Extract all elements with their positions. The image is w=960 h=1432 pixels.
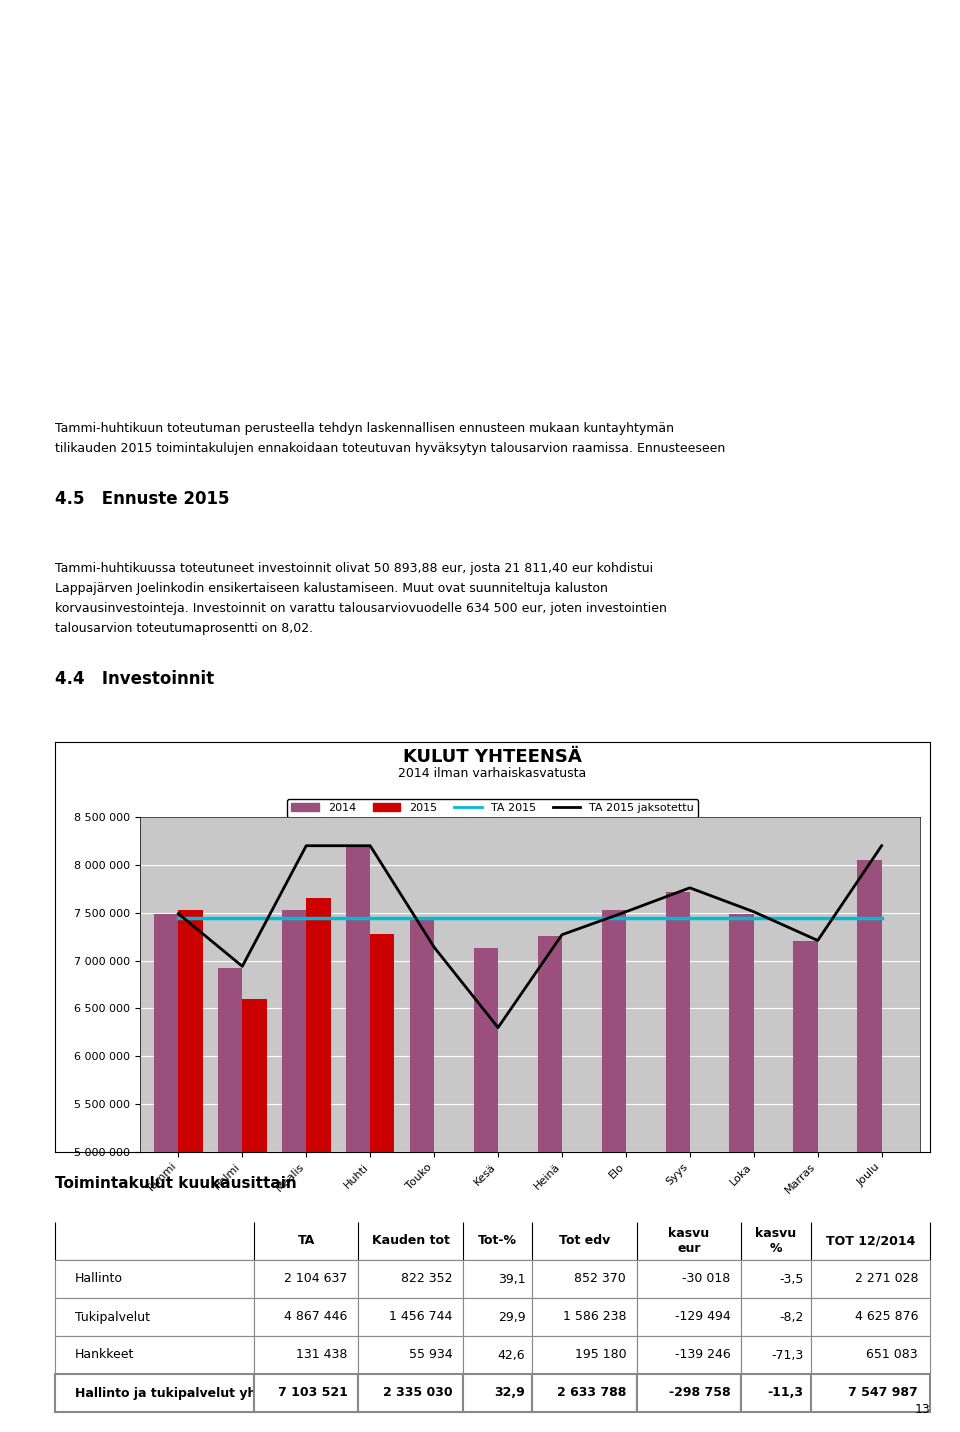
Bar bbox=[282, 909, 306, 1432]
Bar bbox=[371, 934, 395, 1432]
Text: KULUT YHTEENSÄ: KULUT YHTEENSÄ bbox=[403, 748, 582, 766]
Bar bbox=[602, 909, 626, 1432]
Legend: 2014, 2015, TA 2015, TA 2015 jaksotettu: 2014, 2015, TA 2015, TA 2015 jaksotettu bbox=[287, 799, 699, 818]
Bar bbox=[473, 948, 498, 1432]
Bar bbox=[857, 861, 881, 1432]
Bar bbox=[218, 968, 242, 1432]
Bar bbox=[793, 941, 818, 1432]
Bar bbox=[179, 909, 203, 1432]
Text: Tammi-huhtikuun toteutuman perusteella tehdyn laskennallisen ennusteen mukaan ku: Tammi-huhtikuun toteutuman perusteella t… bbox=[55, 422, 725, 455]
Text: Toimintakulut kuukausittain: Toimintakulut kuukausittain bbox=[55, 1176, 297, 1191]
Bar bbox=[538, 935, 562, 1432]
Bar bbox=[242, 1000, 267, 1432]
Text: 13: 13 bbox=[914, 1403, 930, 1416]
Bar bbox=[410, 916, 434, 1432]
Bar bbox=[154, 914, 179, 1432]
Bar bbox=[730, 914, 754, 1432]
Bar bbox=[306, 898, 330, 1432]
Text: Tammi-huhtikuussa toteutuneet investoinnit olivat 50 893,88 eur, josta 21 811,40: Tammi-huhtikuussa toteutuneet investoinn… bbox=[55, 561, 667, 634]
Text: 4.4   Investoinnit: 4.4 Investoinnit bbox=[55, 670, 214, 689]
Bar bbox=[665, 892, 690, 1432]
Bar bbox=[346, 846, 371, 1432]
Text: 4.5   Ennuste 2015: 4.5 Ennuste 2015 bbox=[55, 491, 229, 508]
Text: 2014 ilman varhaiskasvatusta: 2014 ilman varhaiskasvatusta bbox=[398, 766, 587, 779]
